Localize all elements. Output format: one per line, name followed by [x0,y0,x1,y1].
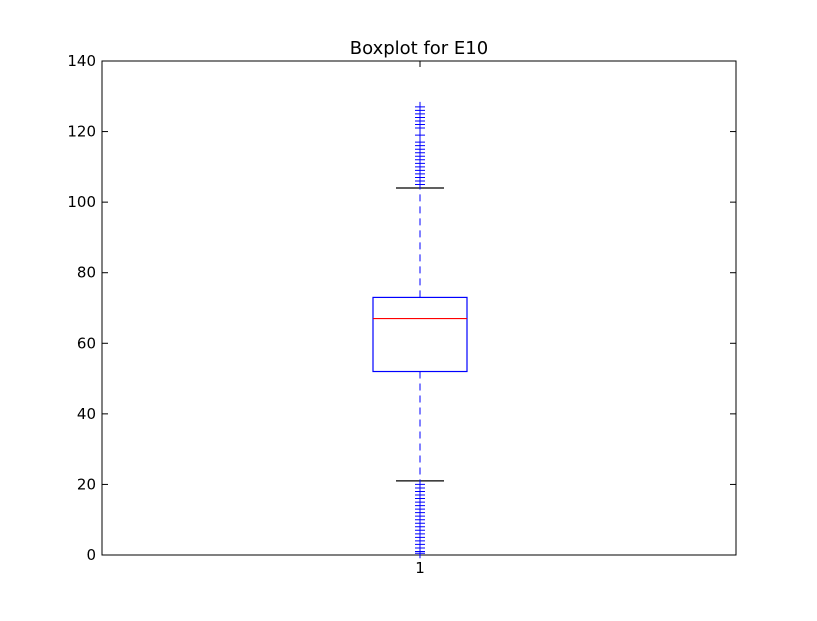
outlier-high [415,101,425,112]
y-tick-label: 120 [67,123,96,141]
plot-frame [101,60,737,556]
outlier-low [415,479,425,490]
chart-title: Boxplot for E10 [350,38,488,59]
y-tick-label: 60 [77,334,96,352]
y-tick-label: 140 [67,52,96,70]
y-tick-label: 100 [67,193,96,211]
y-tick-label: 40 [77,405,96,423]
x-tick-label: 1 [415,559,425,577]
iqr-box [372,296,468,373]
plot-area: 0 20 40 60 80 100 120 140 1 [67,52,737,577]
y-tick-label: 20 [77,475,96,493]
y-tick-label: 0 [86,546,96,564]
y-tick-label: 80 [77,264,96,282]
